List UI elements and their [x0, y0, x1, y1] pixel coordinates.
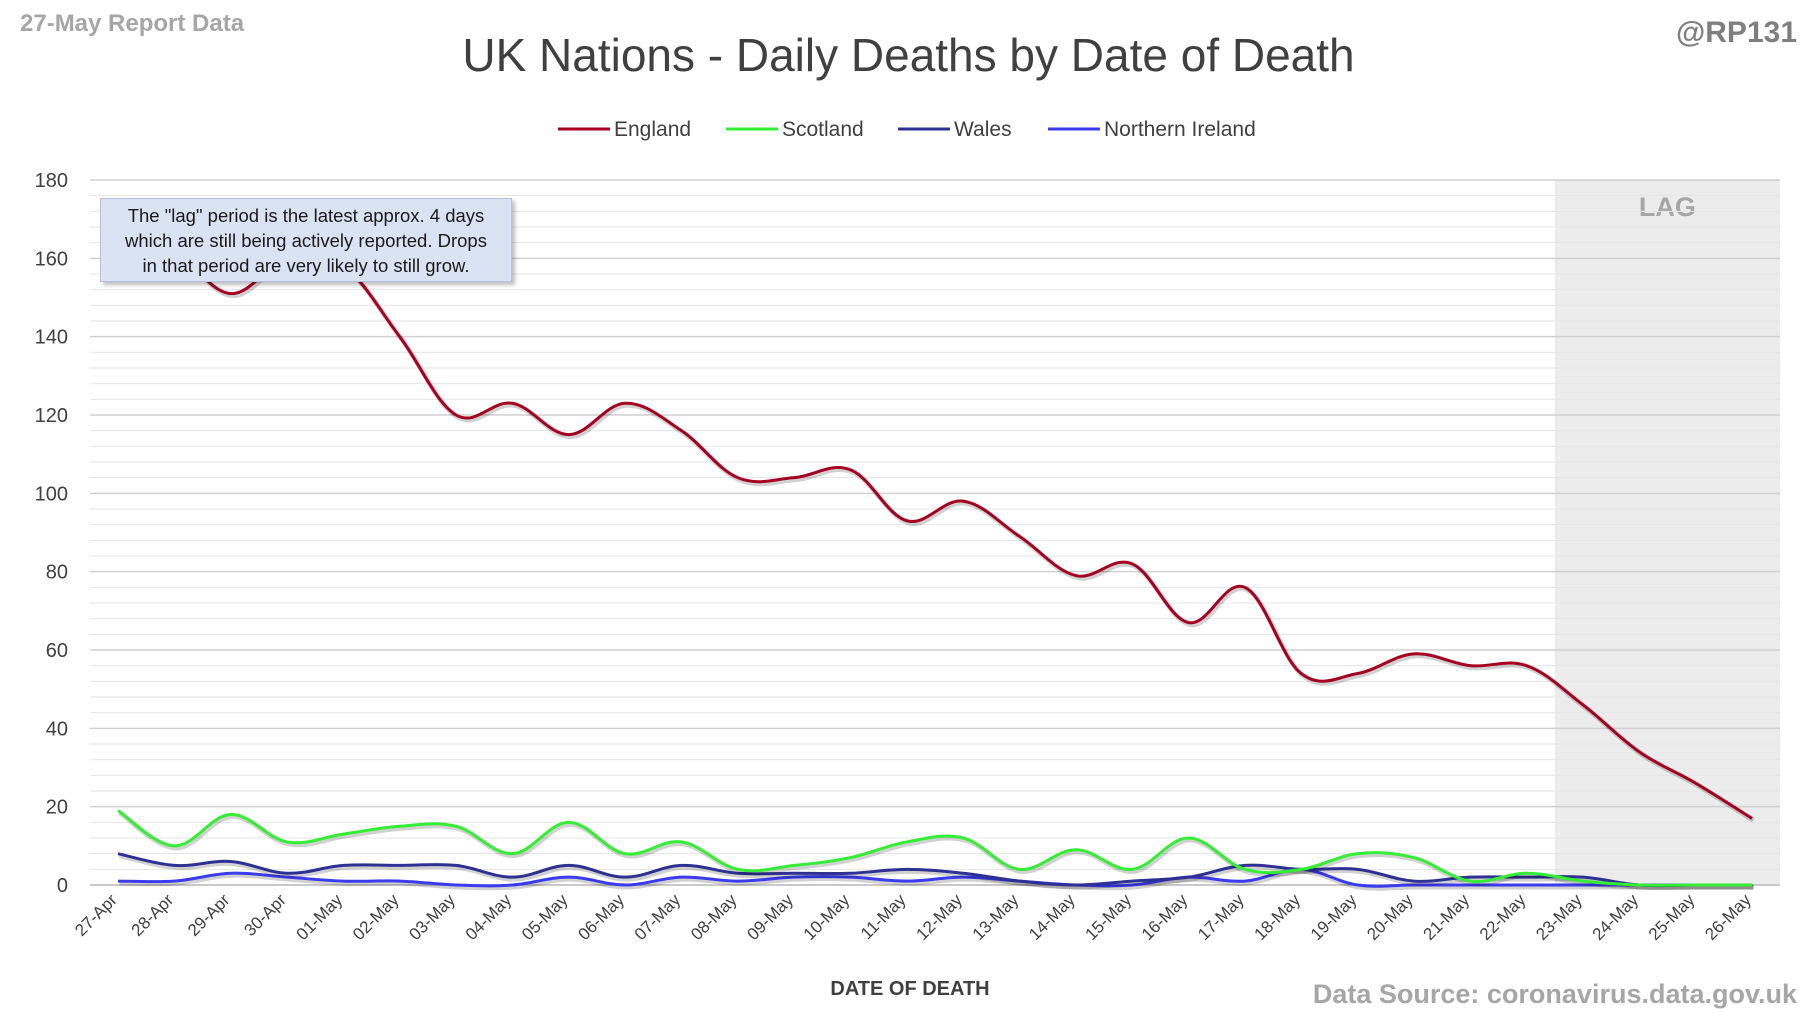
annotation-line-2: which are still being actively reported.…	[125, 230, 487, 251]
series-shadow-scotland	[118, 810, 1754, 890]
x-tick-label: 13-May	[969, 890, 1023, 944]
x-tick-label: 07-May	[631, 890, 685, 944]
x-tick-label: 02-May	[349, 890, 403, 944]
y-tick-label: 40	[46, 718, 68, 740]
x-tick-label: 21-May	[1420, 890, 1474, 944]
legend-label-scotland: Scotland	[782, 118, 864, 141]
x-tick-label: 22-May	[1476, 890, 1530, 944]
x-tick-label: 06-May	[574, 890, 628, 944]
x-tick-label: 09-May	[743, 890, 797, 944]
annotation-line-1: The "lag" period is the latest approx. 4…	[127, 205, 485, 226]
report-date-label: 27-May Report Data	[20, 10, 245, 37]
y-tick-label: 160	[35, 248, 68, 270]
legend-label-england: England	[614, 118, 691, 141]
y-tick-label: 100	[35, 483, 68, 505]
series-shadow-wales	[118, 853, 1754, 891]
y-tick-label: 60	[46, 640, 68, 662]
x-tick-label: 14-May	[1025, 890, 1079, 944]
x-tick-label: 29-Apr	[184, 890, 234, 940]
y-tick-label: 0	[57, 875, 68, 897]
x-tick-label: 20-May	[1363, 890, 1417, 944]
x-tick-label: 18-May	[1251, 890, 1305, 944]
x-tick-label: 28-Apr	[128, 890, 178, 940]
x-tick-label: 30-Apr	[240, 890, 290, 940]
chart-title: UK Nations - Daily Deaths by Date of Dea…	[462, 29, 1355, 81]
y-tick-label: 20	[46, 797, 68, 819]
x-tick-label: 04-May	[462, 890, 516, 944]
x-tick-label: 16-May	[1138, 890, 1192, 944]
x-tick-label: 25-May	[1645, 890, 1699, 944]
series-line-northern-ireland	[117, 867, 1752, 888]
x-tick-label: 27-Apr	[71, 890, 121, 940]
data-source-label: Data Source: coronavirus.data.gov.uk	[1312, 979, 1797, 1009]
x-tick-label: 12-May	[912, 890, 966, 944]
legend-label-wales: Wales	[954, 118, 1012, 141]
y-tick-label: 80	[46, 562, 68, 584]
x-tick-label: 05-May	[518, 890, 572, 944]
x-tick-label: 19-May	[1307, 890, 1361, 944]
lag-label: LAG	[1639, 192, 1696, 222]
x-tick-label: 11-May	[857, 890, 910, 943]
y-tick-label: 180	[35, 170, 68, 192]
lag-annotation-box: The "lag" period is the latest approx. 4…	[100, 198, 512, 282]
series-line-england	[117, 225, 1753, 820]
x-axis-title: DATE OF DEATH	[830, 978, 989, 1000]
y-tick-label: 120	[35, 405, 68, 427]
annotation-line-3: in that period are very likely to still …	[142, 255, 470, 276]
x-tick-label: 08-May	[687, 890, 741, 944]
x-tick-label: 23-May	[1532, 890, 1586, 944]
x-tick-label: 17-May	[1194, 890, 1248, 944]
x-tick-label: 24-May	[1589, 890, 1643, 944]
lag-region	[1554, 180, 1780, 885]
series-shadow-northern-ireland	[119, 868, 1754, 891]
y-tick-label: 140	[35, 327, 68, 349]
author-handle: @RP131	[1676, 16, 1797, 49]
x-tick-label: 01-May	[293, 890, 347, 944]
x-tick-label: 26-May	[1701, 890, 1755, 944]
x-tick-label: 03-May	[405, 890, 459, 944]
series-line-scotland	[117, 809, 1752, 887]
x-tick-label: 15-May	[1082, 890, 1136, 944]
legend-label-northern-ireland: Northern Ireland	[1104, 118, 1256, 141]
series-line-wales	[117, 852, 1752, 888]
x-tick-label: 10-May	[800, 890, 854, 944]
